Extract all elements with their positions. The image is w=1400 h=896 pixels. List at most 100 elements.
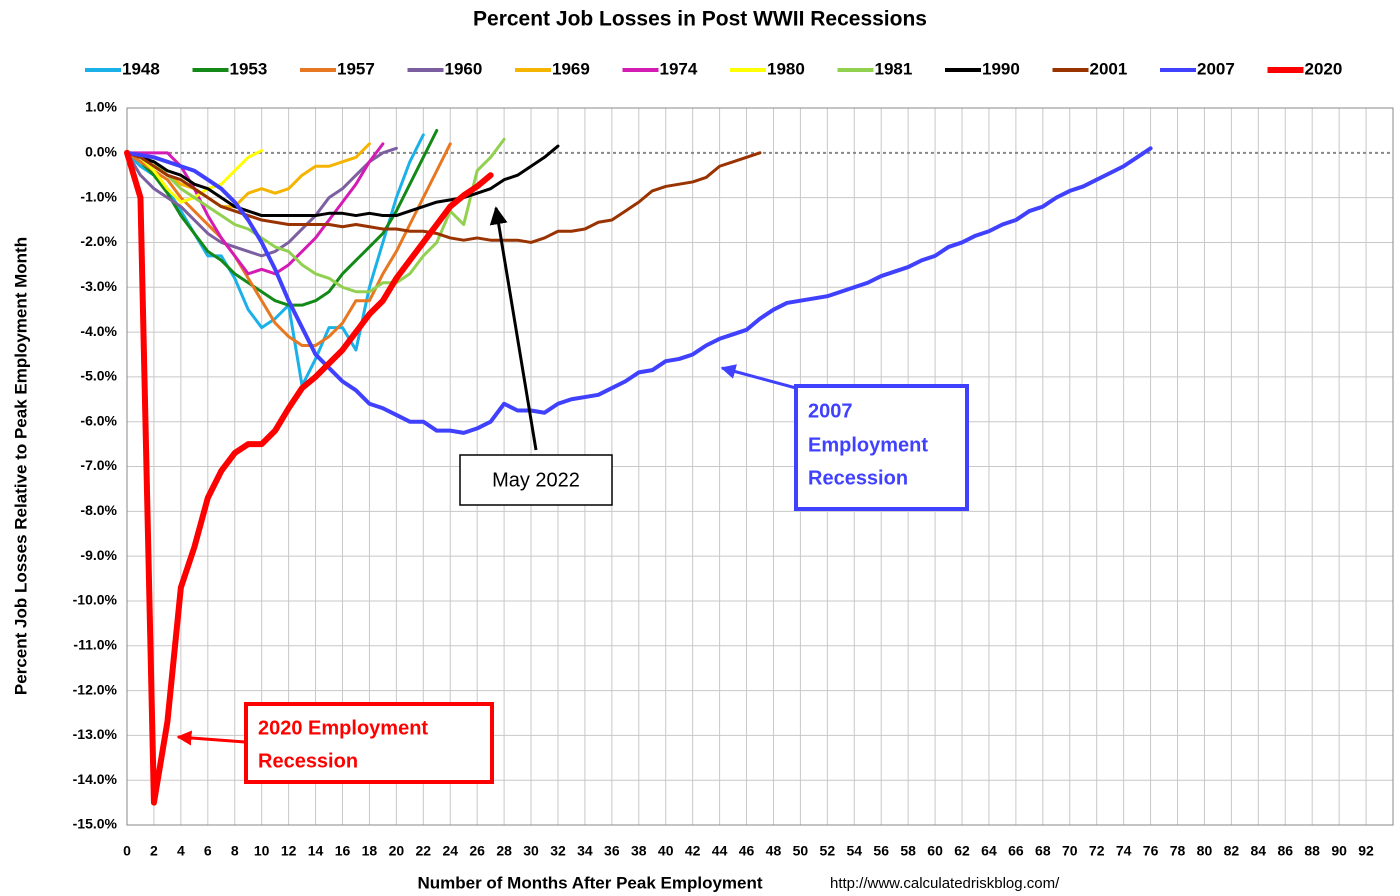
x-tick-label: 74	[1116, 843, 1132, 859]
annotation-box	[794, 384, 969, 511]
series-line	[125, 142, 452, 348]
x-tick-label: 76	[1143, 843, 1159, 859]
series-line	[125, 144, 560, 218]
y-tick-label: -2.0%	[80, 233, 117, 249]
y-tick-label: 1.0%	[85, 99, 117, 115]
x-tick-label: 24	[442, 843, 458, 859]
x-tick-label: 82	[1224, 843, 1240, 859]
x-tick-label: 50	[793, 843, 809, 859]
x-tick-label: 90	[1331, 843, 1347, 859]
x-tick-label: 30	[523, 843, 539, 859]
legend-label: 1990	[982, 59, 1020, 78]
x-tick-label: 68	[1035, 843, 1051, 859]
annotation-text: Recession	[258, 750, 358, 772]
y-tick-label: -3.0%	[80, 278, 117, 294]
y-tick-label: -12.0%	[73, 681, 118, 697]
x-tick-label: 46	[739, 843, 755, 859]
y-tick-label: -8.0%	[80, 502, 117, 518]
legend-label: 1960	[445, 59, 483, 78]
x-tick-label: 8	[231, 843, 239, 859]
y-tick-label: -9.0%	[80, 547, 117, 563]
x-tick-label: 64	[981, 843, 997, 859]
y-tick-label: 0.0%	[85, 144, 117, 160]
annotation-box	[459, 454, 613, 506]
series-line	[125, 151, 762, 244]
x-tick-label: 48	[766, 843, 782, 859]
x-tick-label: 52	[820, 843, 836, 859]
y-axis-label: Percent Job Losses Relative to Peak Empl…	[11, 237, 30, 695]
series-line	[125, 137, 506, 294]
annotations: May 2022 2007 Employment Recession 2020 …	[176, 206, 969, 784]
x-tick-label: 4	[177, 843, 185, 859]
series-line	[124, 149, 494, 806]
x-tick-label: 44	[712, 843, 728, 859]
chart-title: Percent Job Losses in Post WWII Recessio…	[473, 8, 927, 31]
x-tick-label: 10	[254, 843, 270, 859]
legend: 1948 1953 1957 1960 1969 1974 1980 1981 1990 2001…	[85, 59, 1342, 78]
legend-label: 1957	[337, 59, 375, 78]
x-tick-label: 58	[900, 843, 916, 859]
x-tick-label: 60	[927, 843, 943, 859]
x-tick-label: 80	[1197, 843, 1213, 859]
x-tick-label: 12	[281, 843, 297, 859]
x-tick-label: 20	[389, 843, 405, 859]
x-tick-label: 42	[685, 843, 701, 859]
x-tick-label: 34	[577, 843, 593, 859]
x-tick-label: 62	[954, 843, 970, 859]
legend-label: 1974	[660, 59, 698, 78]
plot-border	[126, 107, 1394, 826]
x-tick-label: 16	[335, 843, 351, 859]
source: http://www.calculatedriskblog.com/	[830, 875, 1060, 892]
y-tick-label: -14.0%	[73, 771, 118, 787]
y-tick-label: -6.0%	[80, 412, 117, 428]
annotation-text: Employment	[808, 434, 928, 456]
x-tick-label: 56	[873, 843, 889, 859]
y-tick-label: -13.0%	[73, 726, 118, 742]
x-tick-label: 26	[469, 843, 485, 859]
x-tick-label: 86	[1277, 843, 1293, 859]
y-tick-label: -5.0%	[80, 368, 117, 384]
x-tick-label: 92	[1358, 843, 1374, 859]
legend-label: 1969	[552, 59, 590, 78]
series-line	[125, 146, 1153, 435]
x-tick-label: 72	[1089, 843, 1105, 859]
legend-label: 1980	[767, 59, 805, 78]
x-tick-label: 2	[150, 843, 158, 859]
arrow	[176, 730, 246, 746]
y-tick-label: -10.0%	[73, 592, 118, 608]
arrow	[720, 364, 797, 390]
legend-label: 1953	[230, 59, 268, 78]
y-tick-label: -4.0%	[80, 323, 117, 339]
arrow	[489, 206, 538, 451]
y-tick-label: -7.0%	[80, 457, 117, 473]
x-tick-label: 66	[1008, 843, 1024, 859]
x-tick-label: 78	[1170, 843, 1186, 859]
legend-label: 2020	[1305, 59, 1343, 78]
x-tick-label: 38	[631, 843, 647, 859]
x-tick-label: 22	[416, 843, 432, 859]
y-tick-label: -11.0%	[73, 636, 117, 652]
series-line	[125, 146, 398, 258]
legend-label: 1948	[122, 59, 160, 78]
x-tick-label: 84	[1251, 843, 1267, 859]
legend-label: 1981	[875, 59, 913, 78]
x-tick-label: 70	[1062, 843, 1078, 859]
legend-label: 2007	[1197, 59, 1235, 78]
y-tick-label: -1.0%	[80, 188, 117, 204]
x-tick-label: 6	[204, 843, 212, 859]
x-tick-label: 0	[123, 843, 131, 859]
x-tick-label: 18	[362, 843, 378, 859]
annotation-text: 2007	[808, 400, 853, 422]
x-axis-label: Number of Months After Peak Employment	[417, 873, 762, 892]
legend-label: 2001	[1090, 59, 1128, 78]
x-tick-label: 28	[496, 843, 512, 859]
x-tick-label: 88	[1304, 843, 1320, 859]
series-line	[125, 142, 385, 276]
x-tick-label: 54	[846, 843, 862, 859]
x-tick-label: 40	[658, 843, 674, 859]
x-tick-label: 32	[550, 843, 566, 859]
x-tick-label: 36	[604, 843, 620, 859]
y-tick-label: -15.0%	[73, 816, 118, 832]
annotation-text: Recession	[808, 467, 908, 489]
